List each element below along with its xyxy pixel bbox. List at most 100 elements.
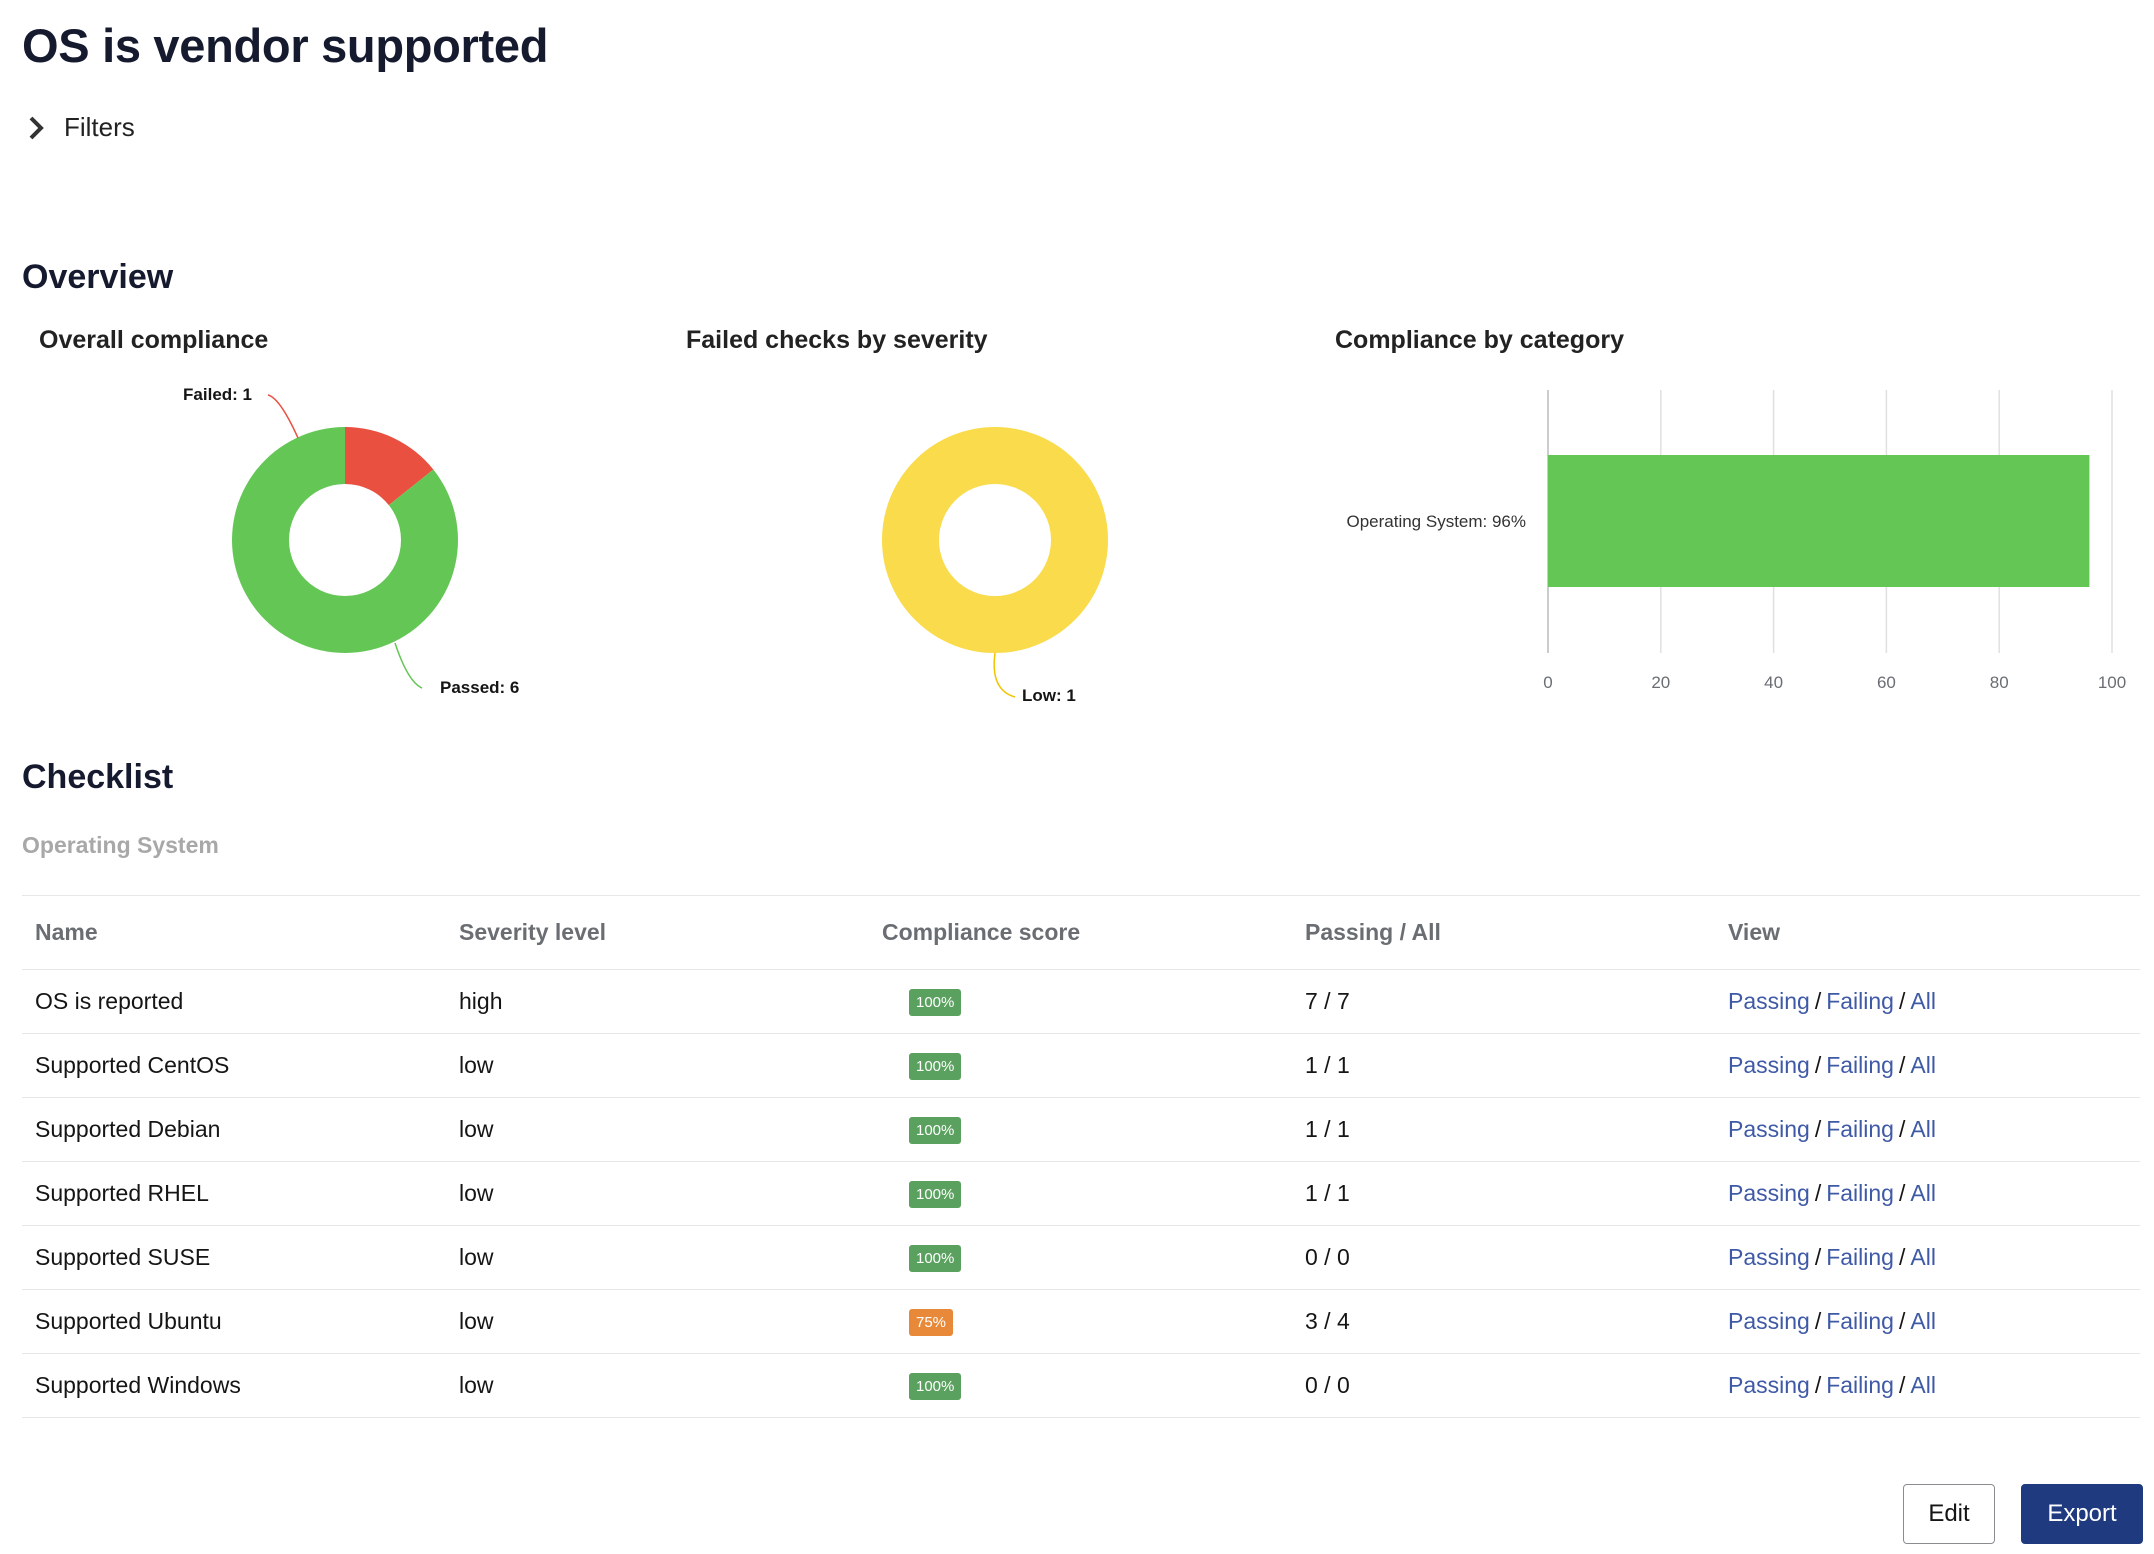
filters-label: Filters: [64, 112, 135, 142]
view-failing-link[interactable]: Failing: [1826, 1052, 1894, 1078]
filters-toggle[interactable]: Filters: [26, 112, 135, 143]
bar-operating-system: [1548, 455, 2090, 587]
check-name: OS is reported: [22, 969, 446, 1034]
link-separator: /: [1814, 1052, 1822, 1078]
view-failing-link[interactable]: Failing: [1826, 1116, 1894, 1142]
edit-button[interactable]: Edit: [1903, 1484, 1995, 1544]
severity-level: high: [446, 969, 869, 1034]
category-compliance-chart: 0 20 40 60 80 100 Operating System: 96%: [1346, 390, 2126, 692]
view-passing-link[interactable]: Passing: [1728, 1372, 1810, 1398]
link-separator: /: [1814, 1372, 1822, 1398]
link-separator: /: [1898, 988, 1906, 1014]
check-name: Supported CentOS: [22, 1033, 446, 1098]
compliance-score-cell: 100%: [869, 1353, 1292, 1418]
score-badge: 100%: [909, 1116, 962, 1144]
score-badge: 100%: [909, 988, 962, 1016]
link-separator: /: [1814, 1116, 1822, 1142]
column-header-severity: Severity level: [446, 895, 869, 970]
view-failing-link[interactable]: Failing: [1826, 1308, 1894, 1334]
callout-line: [993, 652, 1016, 698]
view-all-link[interactable]: All: [1910, 1308, 1936, 1334]
view-links: Passing / Failing / All: [1715, 1033, 2140, 1098]
passing-count: 0 / 0: [1292, 1353, 1715, 1418]
slice-label: Failed: 1: [183, 385, 252, 404]
table-row: Supported Windows low 100% 0 / 0 Passing / Fai…: [22, 1353, 2140, 1418]
link-separator: /: [1898, 1052, 1906, 1078]
passing-count: 3 / 4: [1292, 1289, 1715, 1354]
check-name: Supported Windows: [22, 1353, 446, 1418]
view-links: Passing / Failing / All: [1715, 969, 2140, 1034]
category-label: Operating System: [22, 832, 219, 858]
view-all-link[interactable]: All: [1910, 988, 1936, 1014]
score-badge: 100%: [909, 1180, 962, 1208]
score-badge: 100%: [909, 1052, 962, 1080]
score-badge: 100%: [909, 1372, 962, 1400]
severity-level: low: [446, 1225, 869, 1290]
passing-count: 7 / 7: [1292, 969, 1715, 1034]
x-tick-label: 80: [1990, 673, 2009, 692]
pie-slice-low: [882, 427, 1108, 653]
link-separator: /: [1814, 1308, 1822, 1334]
link-separator: /: [1898, 1372, 1906, 1398]
page-title: OS is vendor supported: [22, 19, 549, 72]
view-all-link[interactable]: All: [1910, 1244, 1936, 1270]
view-links: Passing / Failing / All: [1715, 1353, 2140, 1418]
view-links: Passing / Failing / All: [1715, 1097, 2140, 1162]
check-name: Supported RHEL: [22, 1161, 446, 1226]
view-all-link[interactable]: All: [1910, 1372, 1936, 1398]
x-tick-label: 100: [2098, 673, 2126, 692]
check-name: Supported Ubuntu: [22, 1289, 446, 1354]
check-name: Supported SUSE: [22, 1225, 446, 1290]
table-row: Supported RHEL low 100% 1 / 1 Passing / Failin…: [22, 1161, 2140, 1226]
view-failing-link[interactable]: Failing: [1826, 1372, 1894, 1398]
export-button[interactable]: Export: [2021, 1484, 2143, 1544]
view-links: Passing / Failing / All: [1715, 1161, 2140, 1226]
link-separator: /: [1814, 1180, 1822, 1206]
view-passing-link[interactable]: Passing: [1728, 1244, 1810, 1270]
slice-label: Low: 1: [1022, 686, 1076, 705]
compliance-score-cell: 75%: [869, 1289, 1292, 1354]
column-header-score: Compliance score: [869, 895, 1292, 970]
view-passing-link[interactable]: Passing: [1728, 1052, 1810, 1078]
table-row: Supported SUSE low 100% 0 / 0 Passing / Failin…: [22, 1225, 2140, 1290]
severity-level: low: [446, 1033, 869, 1098]
view-passing-link[interactable]: Passing: [1728, 1116, 1810, 1142]
view-passing-link[interactable]: Passing: [1728, 1308, 1810, 1334]
x-tick-label: 40: [1764, 673, 1783, 692]
view-all-link[interactable]: All: [1910, 1052, 1936, 1078]
view-all-link[interactable]: All: [1910, 1116, 1936, 1142]
link-separator: /: [1898, 1116, 1906, 1142]
table-row: Supported Ubuntu low 75% 3 / 4 Passing / Faili…: [22, 1289, 2140, 1354]
chevron-right-icon: [29, 116, 44, 139]
compliance-score-cell: 100%: [869, 1033, 1292, 1098]
link-separator: /: [1898, 1244, 1906, 1270]
slice-label: Passed: 6: [440, 678, 519, 697]
category-compliance-title: Compliance by category: [1335, 326, 1624, 354]
view-all-link[interactable]: All: [1910, 1180, 1936, 1206]
link-separator: /: [1814, 1244, 1822, 1270]
view-passing-link[interactable]: Passing: [1728, 1180, 1810, 1206]
view-failing-link[interactable]: Failing: [1826, 1244, 1894, 1270]
table-row: Supported CentOS low 100% 1 / 1 Passing / Fail…: [22, 1033, 2140, 1098]
checklist-table: Name Severity level Compliance score Pas…: [22, 895, 2140, 1418]
severity-level: low: [446, 1097, 869, 1162]
column-header-passing: Passing / All: [1292, 895, 1715, 970]
link-separator: /: [1898, 1308, 1906, 1334]
failed-severity-title: Failed checks by severity: [686, 326, 988, 354]
checklist-title: Checklist: [22, 758, 174, 796]
view-links: Passing / Failing / All: [1715, 1225, 2140, 1290]
severity-level: low: [446, 1289, 869, 1354]
view-failing-link[interactable]: Failing: [1826, 1180, 1894, 1206]
table-header-row: Name Severity level Compliance score Pas…: [22, 895, 2140, 970]
x-tick-label: 20: [1651, 673, 1670, 692]
view-passing-link[interactable]: Passing: [1728, 988, 1810, 1014]
severity-level: low: [446, 1353, 869, 1418]
passing-count: 1 / 1: [1292, 1097, 1715, 1162]
link-separator: /: [1814, 988, 1822, 1014]
callout-line: [394, 642, 423, 689]
compliance-score-cell: 100%: [869, 1225, 1292, 1290]
overall-compliance-title: Overall compliance: [39, 326, 269, 354]
view-failing-link[interactable]: Failing: [1826, 988, 1894, 1014]
severity-level: low: [446, 1161, 869, 1226]
column-header-view: View: [1715, 895, 2140, 970]
